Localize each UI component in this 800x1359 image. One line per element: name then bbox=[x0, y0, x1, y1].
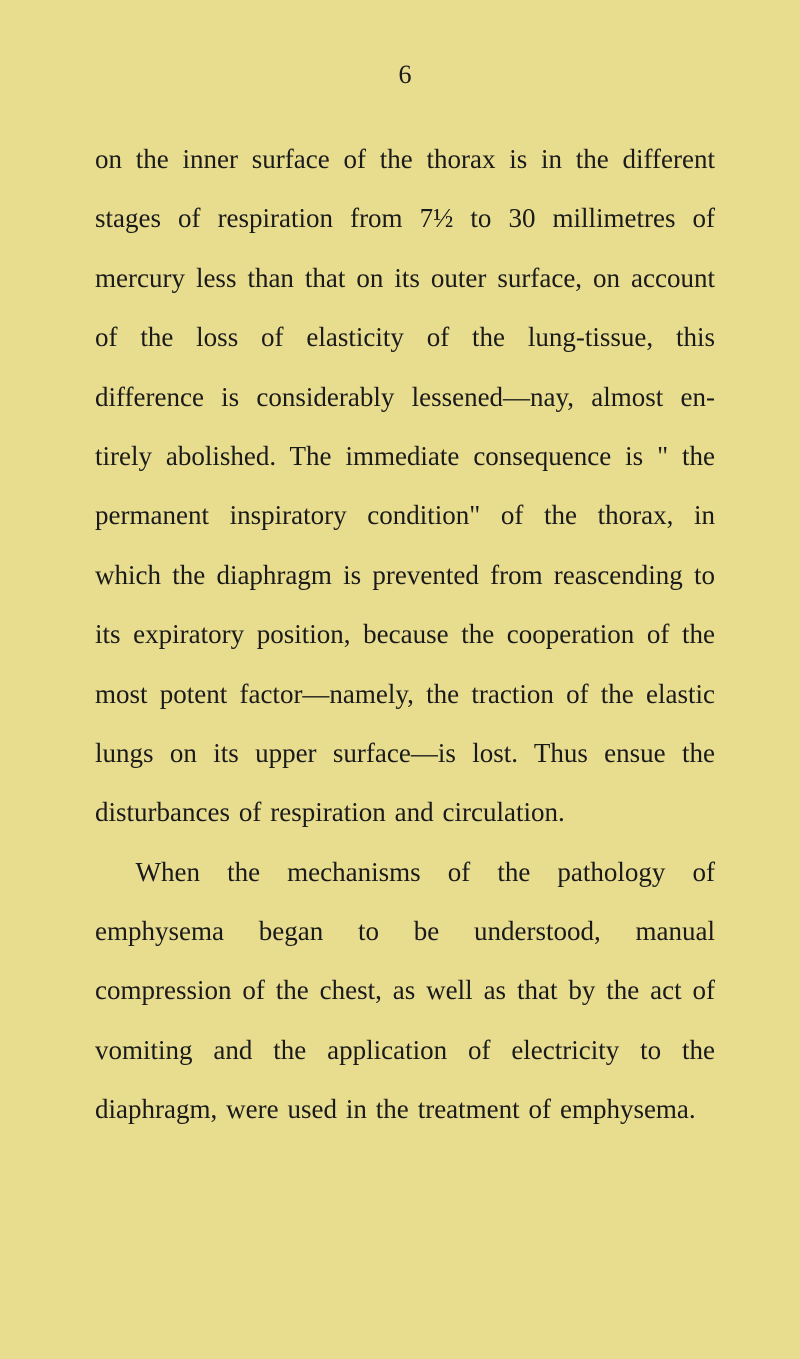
page-container: 6 on the inner surface of the thorax is … bbox=[0, 0, 800, 1359]
page-number: 6 bbox=[95, 60, 715, 90]
body-text: on the inner surface of the thorax is in… bbox=[95, 130, 715, 1140]
paragraph-2: When the mechanisms of the pathology of … bbox=[95, 843, 715, 1140]
paragraph-1: on the inner surface of the thorax is in… bbox=[95, 130, 715, 843]
